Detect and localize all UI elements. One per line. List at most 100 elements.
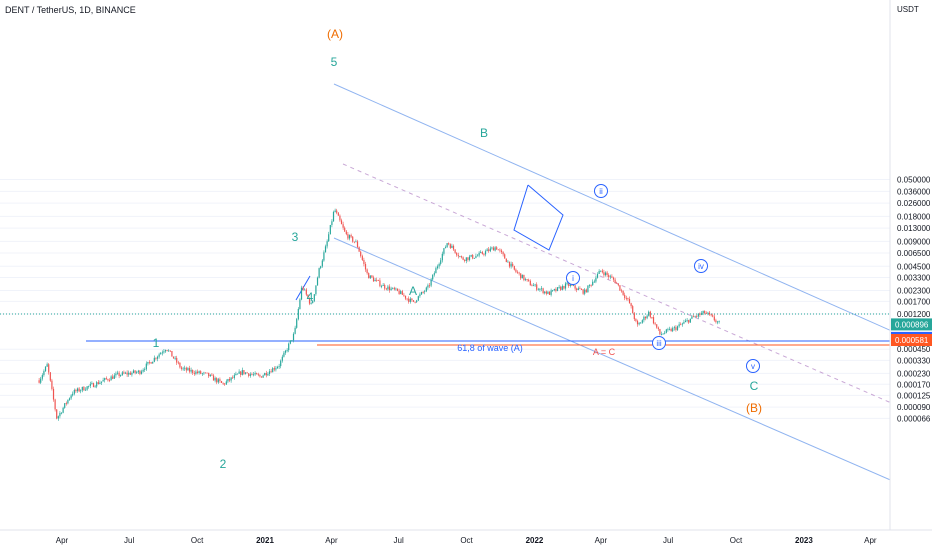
time-axis[interactable]: Apr Jul Oct 2021 Apr Jul Oct 2022 Apr Jul Oct 2023 A… [0, 529, 932, 550]
candle-body [120, 375, 122, 376]
candle-body [480, 251, 482, 253]
candle-body [430, 279, 432, 286]
y-tick-label: 0.002300 [897, 286, 931, 295]
candle-body [372, 277, 375, 282]
candle-body [345, 231, 347, 235]
y-tick-label: 0.001700 [897, 297, 931, 306]
candle-body [358, 247, 360, 252]
candle-body [427, 285, 429, 288]
candle-body [404, 295, 407, 299]
candle-body [184, 367, 186, 369]
candle-body [139, 370, 141, 374]
candle-body [601, 270, 603, 273]
candle-body [235, 373, 237, 376]
candle-body [585, 289, 587, 293]
candle-body [193, 373, 195, 374]
candle-body [622, 290, 624, 295]
candle-body [545, 291, 547, 294]
candle-body [577, 288, 579, 291]
candle-body [249, 374, 251, 376]
y-tick-label: 0.036000 [897, 187, 931, 196]
price-axis[interactable]: USDT 0.050000 0.036000 0.026000 0.018000 0.0… [889, 0, 932, 530]
candle-body [587, 285, 589, 293]
candle-body [518, 272, 520, 274]
candle-body [387, 286, 389, 290]
candle-body [163, 351, 165, 353]
candle-body [321, 260, 323, 267]
candle-body [396, 288, 399, 291]
candle-body [286, 350, 288, 351]
candle-body [318, 268, 320, 278]
label-wave-5: 5 [331, 55, 338, 69]
candle-body [660, 334, 663, 335]
candle-body [526, 279, 528, 281]
candle-body [665, 329, 667, 333]
candle-body [180, 367, 183, 369]
candle-body [259, 375, 261, 377]
candle-body [636, 320, 639, 325]
candle-body [579, 288, 581, 290]
candle-body [502, 252, 504, 255]
candle-body [436, 266, 439, 269]
candle-body [484, 251, 487, 255]
candle-body [497, 249, 499, 251]
candle-body [462, 257, 464, 260]
candle-body [352, 236, 354, 242]
candle-body [350, 235, 352, 237]
candle-body [112, 376, 114, 379]
candle-body [651, 317, 653, 318]
candle-body [132, 370, 135, 373]
candle-body [374, 279, 376, 282]
candle-body [340, 220, 343, 225]
y-tick-label: 0.000450 [897, 345, 931, 354]
candle-body [612, 277, 615, 280]
candle-body [689, 318, 691, 323]
candle-body [473, 257, 475, 259]
candle-body [609, 276, 611, 278]
candle-body [708, 312, 711, 315]
candle-body [712, 315, 714, 317]
label-wave-A-major: (A) [327, 27, 343, 41]
x-tick-label: Apr [325, 536, 338, 545]
candle-body [649, 311, 651, 318]
candle-body [713, 316, 715, 321]
candle-body [696, 316, 698, 318]
candle-body [470, 254, 472, 257]
candle-body [366, 269, 368, 274]
candle-body [222, 382, 224, 384]
candle-body [702, 310, 704, 314]
x-tick-label: Jul [663, 536, 673, 545]
candle-body [368, 273, 370, 279]
candle-body [422, 292, 424, 293]
candle-body [547, 291, 549, 294]
candle-body [201, 373, 203, 375]
candle-body [683, 322, 685, 324]
candle-body [494, 247, 496, 251]
candle-body [435, 268, 437, 274]
candle-body [608, 274, 610, 278]
candle-body [94, 386, 96, 388]
circled-label-ring [566, 271, 580, 285]
candle-body [70, 395, 72, 399]
candle-body [124, 372, 127, 374]
candle-body [169, 350, 171, 352]
candle-body [168, 350, 170, 352]
candle-body [179, 362, 181, 368]
candle-body [56, 409, 58, 419]
channel-lower-line [333, 237, 919, 493]
candle-body [281, 356, 283, 361]
candle-body [185, 367, 187, 371]
candle-body [475, 256, 477, 258]
candle-body [536, 284, 538, 290]
candle-body [300, 287, 303, 300]
candle-body [574, 285, 576, 289]
candle-body [624, 294, 626, 299]
price-tag-label: 0.000896 [895, 320, 929, 329]
candle-body [72, 393, 74, 396]
candle-body [635, 319, 637, 321]
label-wave-B: B [480, 126, 488, 140]
candle-body [265, 373, 267, 376]
candle-body [465, 257, 467, 261]
candle-body [129, 372, 131, 375]
